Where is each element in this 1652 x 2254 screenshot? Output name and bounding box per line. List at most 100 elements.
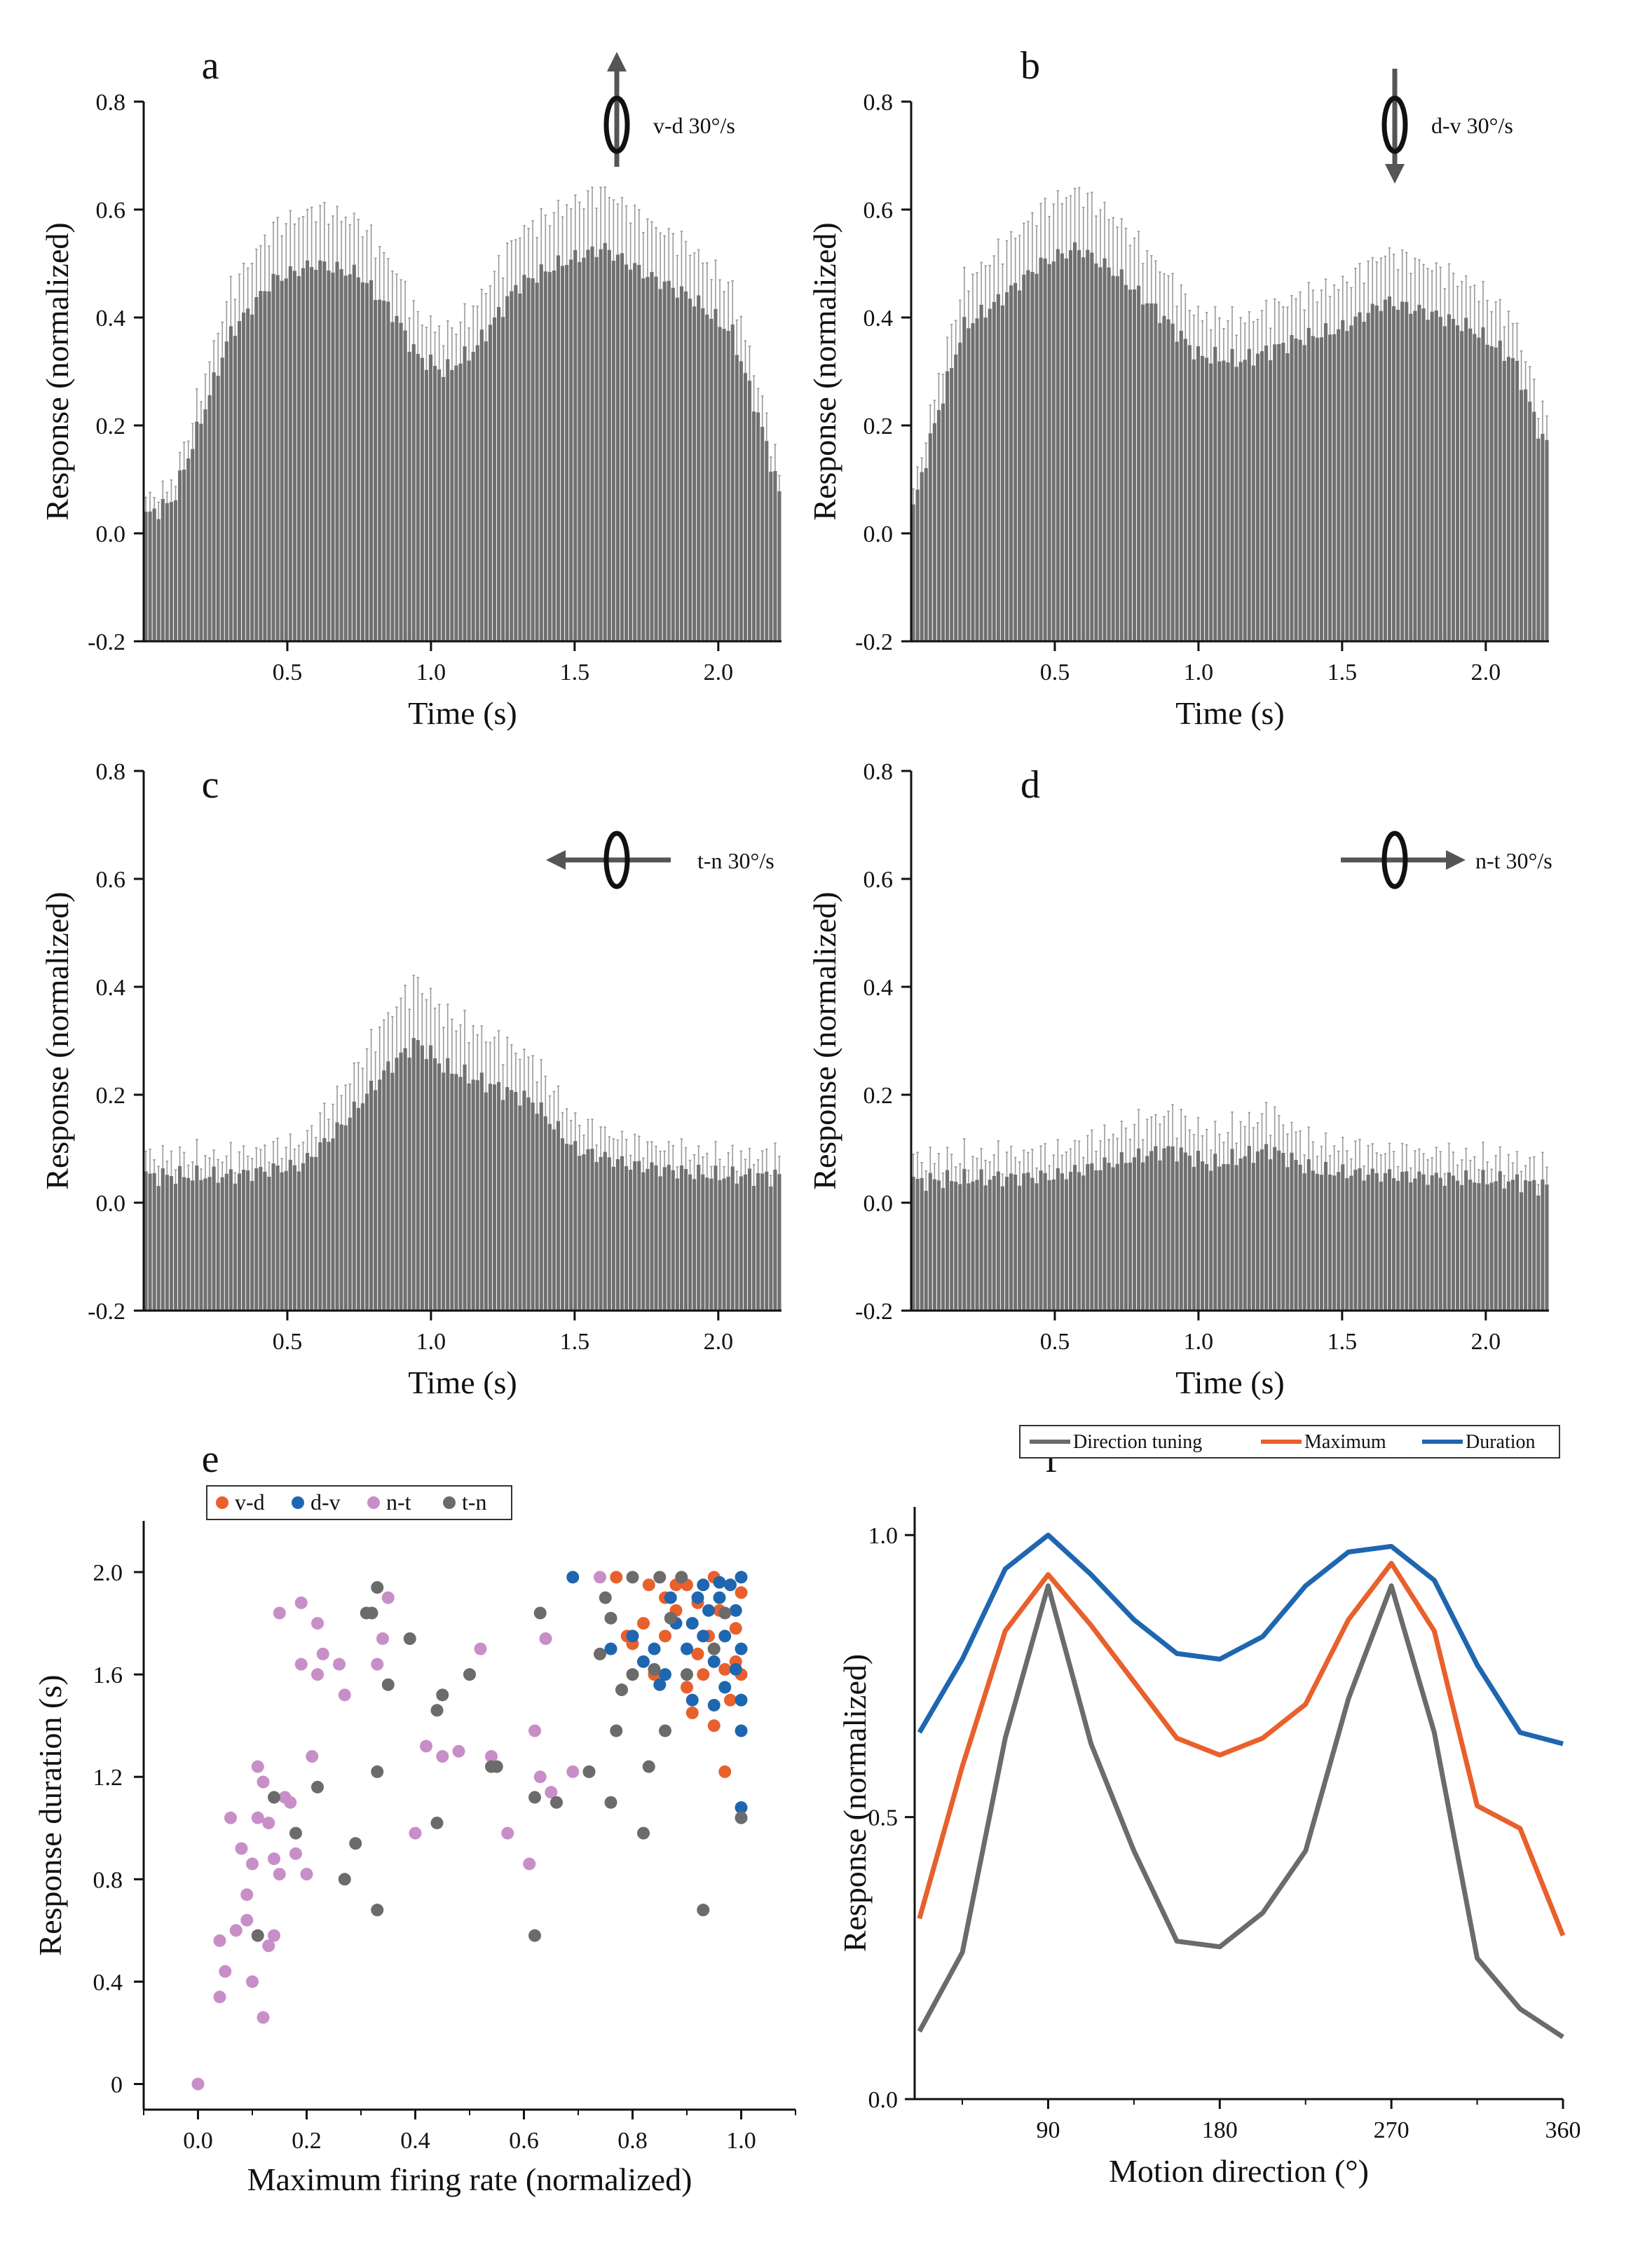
bar <box>322 1138 327 1311</box>
bar <box>1238 1158 1243 1311</box>
point <box>371 1658 384 1671</box>
point <box>294 1658 308 1671</box>
point <box>604 1796 617 1809</box>
bar <box>936 1180 941 1311</box>
bar <box>594 257 599 642</box>
bar <box>169 1175 173 1311</box>
bar <box>1515 1174 1520 1311</box>
x-tick-label: 1.0 <box>1184 1329 1214 1355</box>
bar <box>339 1124 343 1311</box>
bar <box>547 272 552 641</box>
y-tick-label: 0.8 <box>96 90 126 116</box>
point <box>191 2077 205 2091</box>
bar <box>306 1152 310 1311</box>
bar <box>250 314 254 641</box>
panel-d: d -0.2 0.0 0.2 0.4 0.6 0.8 0.5 1.0 1.5 2.0 Time (s)… <box>807 759 1552 1400</box>
bar <box>1451 318 1456 641</box>
bar <box>390 1072 395 1311</box>
bar <box>382 300 386 641</box>
bar <box>296 275 301 641</box>
bar <box>364 1093 369 1311</box>
point <box>371 1765 384 1778</box>
bar <box>186 1177 191 1311</box>
bar <box>492 317 497 641</box>
bar <box>752 1185 756 1311</box>
point <box>697 1630 710 1643</box>
bar <box>983 1185 988 1311</box>
bar <box>1213 346 1217 641</box>
point <box>545 1786 558 1799</box>
point <box>251 1811 264 1824</box>
bar <box>1524 1180 1528 1311</box>
bar <box>1510 357 1515 641</box>
bar <box>928 433 932 641</box>
bar <box>1205 357 1209 641</box>
bar <box>1217 1166 1222 1311</box>
bar <box>1520 1192 1524 1311</box>
bar <box>726 1176 730 1311</box>
point <box>681 1642 693 1655</box>
bar <box>1166 1146 1170 1311</box>
point <box>718 1606 732 1620</box>
bar <box>233 1183 237 1311</box>
y-tick-label: 0.4 <box>863 975 894 1001</box>
bar <box>705 1177 709 1311</box>
bar <box>1004 1177 1009 1311</box>
bar <box>395 1058 399 1311</box>
point <box>229 1924 243 1937</box>
bar <box>1086 250 1090 641</box>
bar <box>1400 1172 1405 1311</box>
bar <box>578 1156 582 1311</box>
bar <box>1353 316 1358 641</box>
y-tick-label: 0.8 <box>863 759 894 785</box>
bar <box>343 275 348 641</box>
series-line-direction-tuning <box>917 1583 1564 2040</box>
bar <box>765 441 769 641</box>
point <box>300 1868 313 1880</box>
bar <box>212 1166 216 1311</box>
bar <box>1051 1179 1056 1311</box>
bar <box>769 472 773 641</box>
legend-box <box>206 1485 512 1520</box>
bar <box>1323 323 1328 641</box>
point <box>626 1668 639 1681</box>
bar <box>535 282 539 641</box>
bar <box>1332 1175 1337 1311</box>
bar <box>1158 322 1162 641</box>
bar <box>629 269 633 641</box>
bar <box>1341 320 1345 641</box>
bar <box>1175 1161 1179 1311</box>
bar <box>979 1169 983 1311</box>
point <box>273 1868 286 1880</box>
y-tick-label: 0.5 <box>868 1805 899 1831</box>
bar <box>679 1165 683 1311</box>
bar <box>599 1156 603 1311</box>
bar <box>1081 1175 1086 1311</box>
point <box>707 1655 721 1668</box>
bar <box>437 369 442 641</box>
legend-label: Maximum <box>1304 1431 1386 1453</box>
bar <box>1392 306 1396 641</box>
bar <box>280 1172 284 1311</box>
bar <box>203 1178 207 1311</box>
y-tick-label: 1.0 <box>868 1523 899 1549</box>
point <box>685 1693 699 1707</box>
point <box>430 1704 444 1717</box>
bar <box>458 1077 463 1311</box>
bar <box>233 336 237 641</box>
y-tick-label: 0.2 <box>863 414 894 439</box>
y-axis-title: Response duration (s) <box>32 1674 68 1955</box>
bar <box>1285 1167 1290 1311</box>
point <box>653 1678 667 1691</box>
series-n-t <box>191 1571 606 2091</box>
bar <box>1353 1169 1358 1311</box>
bar <box>1298 1164 1302 1311</box>
bar <box>1030 271 1035 641</box>
point <box>333 1658 346 1671</box>
series-t-n <box>251 1571 748 1942</box>
bar <box>1311 1170 1315 1311</box>
bar <box>1119 269 1124 641</box>
panel-label: c <box>202 763 219 807</box>
bar <box>1090 252 1094 641</box>
bar <box>1477 1183 1481 1311</box>
